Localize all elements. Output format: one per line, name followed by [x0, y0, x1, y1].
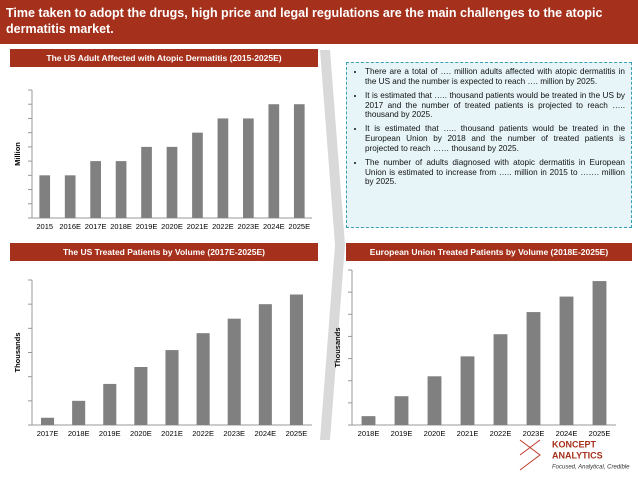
bar: [243, 118, 254, 218]
bar: [293, 104, 305, 218]
bar: [427, 376, 442, 425]
logo-name: ANALYTICS: [552, 450, 603, 460]
x-tick-label: 2020E: [161, 222, 183, 231]
bar: [166, 146, 178, 218]
x-tick-label: 2025E: [589, 429, 611, 438]
bar: [196, 333, 210, 425]
bar: [64, 175, 76, 218]
bar: [90, 161, 101, 218]
bar: [115, 161, 127, 218]
x-tick-label: 2021E: [187, 222, 209, 231]
chart-title-bar: [10, 49, 318, 67]
chart-title-bar: [346, 243, 632, 261]
x-tick-label: 2017E: [37, 429, 59, 438]
logo-icon: [519, 439, 541, 471]
bar: [493, 334, 508, 425]
x-tick-label: 2022E: [490, 429, 512, 438]
x-tick-label: 2015: [36, 222, 53, 231]
x-tick-label: 2019E: [99, 429, 121, 438]
x-tick-label: 2018E: [358, 429, 380, 438]
bar: [41, 417, 55, 425]
header-title: Time taken to adopt the drugs, high pric…: [6, 6, 603, 36]
x-tick-label: 2023E: [223, 429, 245, 438]
chart-title: The US Treated Patients by Volume (2017E…: [63, 247, 265, 257]
y-axis-label: Thousands: [333, 327, 342, 367]
y-axis-label: Thousands: [13, 332, 22, 372]
bullet-list: There are a total of …. million adults a…: [353, 67, 625, 187]
x-tick-label: 2017E: [85, 222, 107, 231]
logo-name: KONCEPT: [552, 439, 597, 449]
chart-title: European Union Treated Patients by Volum…: [370, 247, 609, 257]
x-tick-label: 2020E: [130, 429, 152, 438]
bar: [165, 350, 179, 425]
x-tick-label: 2021E: [457, 429, 479, 438]
x-tick-label: 2021E: [161, 429, 183, 438]
bar: [258, 304, 272, 425]
bar: [227, 318, 241, 425]
bar: [592, 281, 607, 425]
bar: [134, 367, 148, 425]
header-bar: [0, 0, 638, 44]
header-wrap: Time taken to adopt the drugs, high pric…: [6, 6, 603, 36]
bar: [526, 312, 541, 425]
x-tick-label: 2024E: [556, 429, 578, 438]
bar: [39, 175, 51, 218]
x-tick-label: 2019E: [136, 222, 158, 231]
x-tick-label: 2020E: [424, 429, 446, 438]
chart-title-bar: [10, 243, 318, 261]
x-tick-label: 2019E: [391, 429, 413, 438]
x-tick-label: 2025E: [288, 222, 310, 231]
y-axis-label: Million: [13, 142, 22, 166]
bar: [217, 118, 229, 218]
bar: [289, 294, 303, 425]
bullet: The number of adults diagnosed with atop…: [365, 158, 625, 188]
bar: [394, 396, 409, 425]
x-tick-label: 2016E: [59, 222, 81, 231]
logo: KONCEPT ANALYTICS Focused, Analytical, C…: [519, 439, 630, 471]
bar: [72, 400, 86, 425]
x-tick-label: 2018E: [68, 429, 90, 438]
x-tick-label: 2022E: [192, 429, 214, 438]
logo-tagline: Focused, Analytical, Credible: [552, 465, 630, 471]
x-tick-label: 2024E: [263, 222, 285, 231]
x-tick-label: 2022E: [212, 222, 234, 231]
bar: [268, 104, 280, 218]
chart-title: The US Adult Affected with Atopic Dermat…: [46, 53, 281, 63]
x-tick-label: 2025E: [286, 429, 308, 438]
bullet: There are a total of …. million adults a…: [365, 67, 625, 87]
bar: [192, 132, 203, 218]
text-box: There are a total of …. million adults a…: [346, 62, 632, 228]
x-tick-label: 2023E: [238, 222, 260, 231]
bar: [361, 416, 376, 425]
bar: [460, 356, 475, 425]
bar: [103, 383, 117, 425]
x-tick-label: 2024E: [254, 429, 276, 438]
bullet: It is estimated that ….. thousand patien…: [365, 124, 625, 154]
x-tick-label: 2018E: [110, 222, 132, 231]
x-tick-label: 2023E: [523, 429, 545, 438]
bar: [559, 296, 574, 425]
bullet: It is estimated that ….. thousand patien…: [365, 91, 625, 121]
chevron: [320, 50, 345, 440]
bar: [141, 146, 152, 218]
